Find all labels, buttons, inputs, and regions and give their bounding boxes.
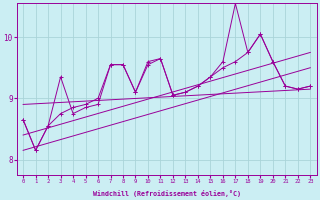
- X-axis label: Windchill (Refroidissement éolien,°C): Windchill (Refroidissement éolien,°C): [93, 190, 241, 197]
